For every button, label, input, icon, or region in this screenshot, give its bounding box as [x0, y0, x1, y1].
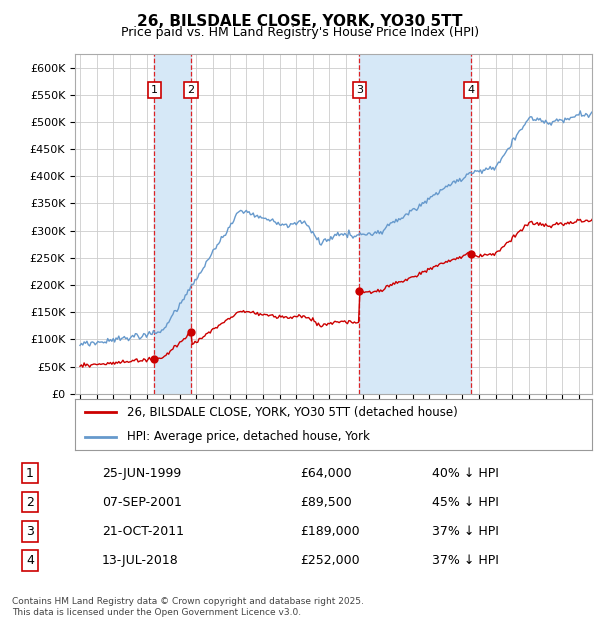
Text: 45% ↓ HPI: 45% ↓ HPI: [432, 496, 499, 508]
Text: 2: 2: [188, 84, 194, 95]
Text: Price paid vs. HM Land Registry's House Price Index (HPI): Price paid vs. HM Land Registry's House …: [121, 26, 479, 39]
Text: 25-JUN-1999: 25-JUN-1999: [102, 467, 181, 479]
Text: 21-OCT-2011: 21-OCT-2011: [102, 525, 184, 538]
Text: 3: 3: [26, 525, 34, 538]
Text: 07-SEP-2001: 07-SEP-2001: [102, 496, 182, 508]
Text: 37% ↓ HPI: 37% ↓ HPI: [432, 525, 499, 538]
Text: 4: 4: [467, 84, 475, 95]
Bar: [154, 54, 191, 394]
Text: HPI: Average price, detached house, York: HPI: Average price, detached house, York: [127, 430, 370, 443]
Text: 1: 1: [151, 84, 158, 95]
Text: 40% ↓ HPI: 40% ↓ HPI: [432, 467, 499, 479]
Text: 37% ↓ HPI: 37% ↓ HPI: [432, 554, 499, 567]
Text: £252,000: £252,000: [300, 554, 359, 567]
Text: £189,000: £189,000: [300, 525, 359, 538]
Text: 4: 4: [26, 554, 34, 567]
Text: 1: 1: [26, 467, 34, 479]
Text: 13-JUL-2018: 13-JUL-2018: [102, 554, 179, 567]
Text: 26, BILSDALE CLOSE, YORK, YO30 5TT (detached house): 26, BILSDALE CLOSE, YORK, YO30 5TT (deta…: [127, 406, 457, 419]
Text: Contains HM Land Registry data © Crown copyright and database right 2025.
This d: Contains HM Land Registry data © Crown c…: [12, 598, 364, 617]
Text: 2: 2: [26, 496, 34, 508]
Text: 3: 3: [356, 84, 363, 95]
Text: £64,000: £64,000: [300, 467, 352, 479]
Bar: [359, 54, 471, 394]
Text: £89,500: £89,500: [300, 496, 352, 508]
Text: 26, BILSDALE CLOSE, YORK, YO30 5TT: 26, BILSDALE CLOSE, YORK, YO30 5TT: [137, 14, 463, 29]
